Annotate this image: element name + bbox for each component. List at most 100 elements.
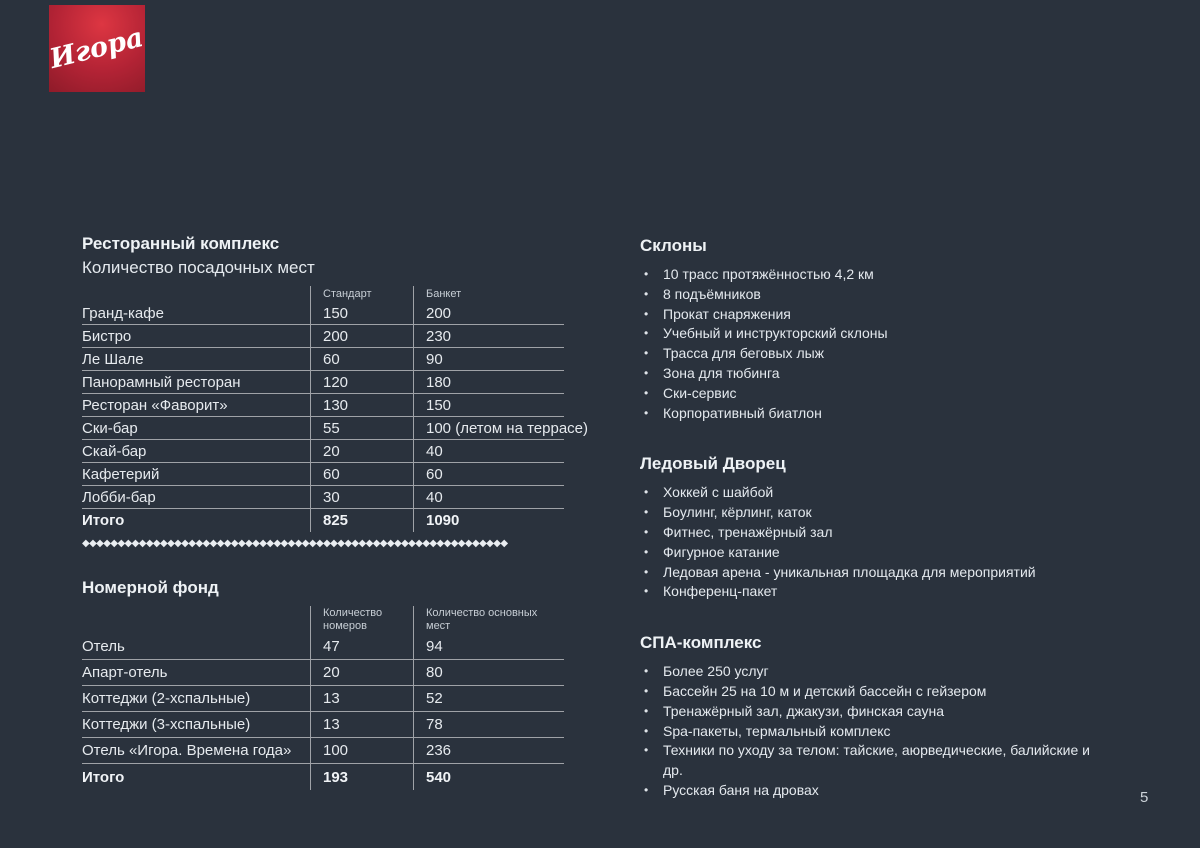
table-row: Бистро 200 230 — [82, 325, 564, 348]
list-item-text: Трасса для беговых лыж — [663, 345, 825, 362]
row-value: 40 — [413, 440, 564, 462]
table-row: Скай-бар 20 40 — [82, 440, 564, 463]
list-item: • Корпоративный биатлон — [640, 404, 1110, 424]
section-title: Ледовый Дворец — [640, 454, 786, 474]
list-item-text: Боулинг, кёрлинг, каток — [663, 504, 812, 521]
list-item-text: Русская баня на дровах — [663, 781, 819, 798]
row-label: Скай-бар — [82, 442, 147, 460]
bullet-icon: • — [644, 385, 649, 400]
row-label: Отель — [82, 638, 125, 655]
section-slopes: Склоны • 10 трасс протяжённостью 4,2 км •… — [640, 234, 1110, 423]
table-row: Лобби-бар 30 40 — [82, 486, 564, 509]
list-item: • Хоккей с шайбой — [640, 483, 1110, 503]
table-header-row: Количество номеров Количество основных м… — [82, 606, 564, 634]
bullet-icon: • — [644, 326, 649, 341]
bullet-icon: • — [644, 286, 649, 301]
row-value: 20 — [310, 660, 413, 685]
list-item: • Техники по уходу за телом: тайские, аюр… — [640, 741, 1110, 781]
list-item-text: 8 подъёмников — [663, 285, 761, 302]
list-item: • Фигурное катание — [640, 543, 1110, 563]
row-value: 30 — [310, 486, 413, 508]
table-row: Ски-бар 55 100 (летом на террасе) — [82, 417, 588, 440]
row-label: Ле Шале — [82, 350, 144, 368]
bullet-icon: • — [644, 564, 649, 579]
bullet-list: • Более 250 услуг • Бассейн 25 на 10 м и д… — [640, 662, 1110, 801]
bullet-icon: • — [644, 664, 649, 679]
bullet-icon: • — [644, 524, 649, 539]
list-item-text: 10 трасс протяжённостью 4,2 км — [663, 266, 874, 282]
row-value: 78 — [413, 712, 564, 737]
rooms-table: Количество номеров Количество основных м… — [82, 606, 564, 790]
row-value: 40 — [413, 486, 564, 508]
table-row: Коттеджи (3-хспальные) 13 78 — [82, 712, 564, 738]
restaurant-title: Ресторанный комплекс — [82, 234, 280, 253]
row-value: 13 — [310, 712, 413, 737]
table-row: Панорамный ресторан 120 180 — [82, 371, 564, 394]
row-value: 20 — [310, 440, 413, 462]
bullet-icon: • — [644, 782, 649, 797]
list-item: • Учебный и инструкторский склоны — [640, 324, 1110, 344]
total-value: 540 — [413, 764, 564, 790]
row-label: Ресторан «Фаворит» — [82, 396, 228, 414]
row-value: 52 — [413, 686, 564, 711]
column-header: Количество номеров — [310, 606, 413, 634]
restaurant-table: Стандарт Банкет Гранд-кафе 150 200 Бистр… — [82, 286, 588, 532]
table-row: Апарт-отель 20 80 — [82, 660, 564, 686]
bullet-icon: • — [644, 544, 649, 559]
row-value: 100 — [310, 738, 413, 763]
section-title: Склоны — [640, 236, 707, 255]
list-item-text: Spa-пакеты, термальный комплекс — [663, 722, 891, 739]
row-value: 200 — [413, 302, 564, 324]
row-value: 150 — [413, 394, 564, 416]
row-label: Лобби-бар — [82, 488, 156, 506]
bullet-icon: • — [644, 346, 649, 361]
row-value: 94 — [413, 634, 564, 659]
list-item-text: Учебный и инструкторский склоны — [663, 325, 888, 342]
diamond-divider: ◆◆◆◆◆◆◆◆◆◆◆◆◆◆◆◆◆◆◆◆◆◆◆◆◆◆◆◆◆◆◆◆◆◆◆◆◆◆◆◆… — [82, 538, 508, 549]
column-header: Стандарт — [310, 286, 413, 302]
bullet-icon: • — [644, 584, 649, 599]
list-item: • Более 250 услуг — [640, 662, 1110, 682]
row-value: 80 — [413, 660, 564, 685]
igora-logo: Игора — [47, 5, 147, 92]
list-item-text: Прокат снаряжения — [663, 305, 791, 322]
list-item: • 8 подъёмников — [640, 285, 1110, 305]
right-column: Склоны • 10 трасс протяжённостью 4,2 км •… — [640, 234, 1110, 801]
list-item-text: Корпоративный биатлон — [663, 404, 822, 421]
restaurant-subtitle: Количество посадочных мест — [82, 258, 315, 277]
row-label: Ски-бар — [82, 419, 138, 437]
row-value: 150 — [310, 302, 413, 324]
list-item-text: Фитнес, тренажёрный зал — [663, 523, 833, 540]
row-value: 130 — [310, 394, 413, 416]
total-value: 1090 — [413, 509, 564, 532]
bullet-icon: • — [644, 485, 649, 500]
table-row: Отель «Игора. Времена года» 100 236 — [82, 738, 564, 764]
row-value: 90 — [413, 348, 564, 370]
bullet-icon: • — [644, 743, 649, 758]
bullet-list: • Хоккей с шайбой • Боулинг, кёрлинг, като… — [640, 483, 1110, 602]
bullet-icon: • — [644, 267, 649, 281]
row-value: 47 — [310, 634, 413, 659]
table-header-row: Стандарт Банкет — [82, 286, 564, 302]
row-value: 200 — [310, 325, 413, 347]
row-value: 60 — [310, 348, 413, 370]
row-label: Кафетерий — [82, 465, 160, 483]
bullet-icon: • — [644, 405, 649, 420]
list-item: • Spa-пакеты, термальный комплекс — [640, 722, 1110, 742]
list-item: • Боулинг, кёрлинг, каток — [640, 503, 1110, 523]
list-item-text: Тренажёрный зал, джакузи, финская сауна — [663, 702, 944, 719]
section-spa: СПА-комплекс • Более 250 услуг • Бассейн 2… — [640, 631, 1110, 801]
row-value: 180 — [413, 371, 564, 393]
list-item-text: Бассейн 25 на 10 м и детский бассейн с г… — [663, 682, 987, 699]
row-value: 60 — [310, 463, 413, 485]
row-value: 60 — [413, 463, 564, 485]
list-item: • Бассейн 25 на 10 м и детский бассейн с … — [640, 682, 1110, 702]
igora-logo-text: Игора — [47, 21, 147, 76]
table-row: Отель 47 94 — [82, 634, 564, 660]
row-label: Коттеджи (3-хспальные) — [82, 716, 251, 733]
list-item: • Фитнес, тренажёрный зал — [640, 523, 1110, 543]
total-value: 825 — [310, 509, 413, 532]
row-label: Гранд-кафе — [82, 304, 164, 322]
page-number: 5 — [1140, 789, 1149, 806]
bullet-icon: • — [644, 703, 649, 718]
